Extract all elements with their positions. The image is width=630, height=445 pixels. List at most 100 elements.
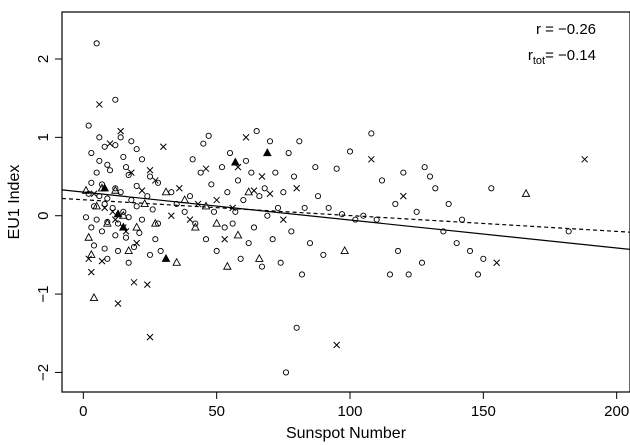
y-tick-label: −1 (35, 286, 52, 303)
point-circle (224, 189, 231, 196)
point-triangle-open (110, 185, 120, 194)
point-triangle-open (102, 218, 112, 227)
point-circle (426, 173, 434, 180)
point-circle (333, 165, 340, 172)
point-circle (157, 247, 164, 255)
point-circle (290, 173, 298, 180)
point-circle (114, 220, 122, 227)
x-axis: 0 50 100 150 200 (79, 392, 629, 420)
point-circle (186, 193, 194, 200)
point-circle (405, 271, 412, 278)
point-circle (280, 189, 287, 196)
point-circle (232, 208, 239, 215)
point-circle (98, 228, 106, 235)
point-circle (320, 251, 327, 258)
point-triangle-filled (230, 157, 240, 166)
x-tick-label: 50 (208, 403, 225, 420)
regression-line-dashed (62, 197, 630, 233)
rtot-value: = −0.14 (545, 47, 596, 64)
point-circle (285, 149, 292, 157)
point-circle (466, 247, 474, 255)
point-circle (149, 206, 156, 213)
point-cross (159, 143, 167, 151)
point-circle (453, 240, 460, 247)
point-cross (493, 259, 501, 267)
point-circle (400, 169, 407, 176)
point-circle (93, 216, 100, 223)
point-circle (90, 242, 98, 249)
point-circle (173, 200, 180, 208)
point-cross (133, 239, 141, 247)
point-triangle-filled (118, 222, 128, 231)
point-circle (128, 196, 135, 204)
point-circle (208, 181, 215, 188)
point-circle (296, 138, 303, 145)
point-circle (312, 164, 319, 171)
rtot-main: r (528, 47, 533, 64)
point-cross (258, 173, 266, 180)
rtot-sub: tot (533, 55, 545, 67)
point-circle (133, 146, 140, 153)
point-circle (368, 130, 375, 137)
point-triangle-filled (161, 253, 171, 262)
point-triangle-open (161, 187, 171, 196)
point-cross (143, 281, 151, 289)
point-triangle-open (244, 187, 254, 196)
y-axis-label: EU1 Index (6, 165, 23, 240)
point-circle (88, 224, 95, 231)
point-triangle-open (124, 246, 134, 255)
point-circle (93, 40, 100, 47)
point-triangle-open (140, 199, 150, 208)
point-circle (488, 185, 495, 192)
point-circle (474, 271, 482, 278)
point-circle (394, 247, 402, 255)
point-circle (96, 134, 103, 141)
point-circle (96, 157, 103, 164)
point-circle (138, 156, 146, 163)
point-triangle-open (86, 249, 96, 258)
point-circle (360, 212, 367, 219)
point-circle (106, 167, 114, 174)
y-tick-label: −2 (35, 364, 52, 381)
point-circle (298, 271, 306, 278)
point-circle (138, 216, 146, 223)
x-tick-label: 0 (79, 403, 87, 420)
point-circle (130, 244, 138, 251)
point-cross (95, 101, 103, 108)
point-circle (386, 271, 394, 278)
point-circle (85, 122, 92, 129)
point-circle (146, 251, 154, 258)
point-circle (274, 204, 282, 211)
point-triangle-open (180, 195, 190, 204)
point-circle (104, 161, 111, 168)
point-circle (565, 228, 572, 235)
point-cross (194, 200, 202, 208)
point-cross (85, 255, 93, 263)
point-cross (186, 216, 194, 223)
point-circle (192, 220, 199, 227)
point-circle (197, 169, 204, 176)
point-circle (112, 96, 119, 103)
point-circle (440, 228, 447, 235)
plot-frame (61, 11, 630, 393)
point-cross (151, 177, 159, 184)
point-triangle-open (233, 230, 243, 239)
point-cross (221, 235, 229, 243)
point-circle (133, 182, 140, 189)
point-circle (112, 142, 119, 149)
point-circle (234, 177, 242, 184)
point-cross (114, 300, 122, 307)
point-cross (266, 190, 274, 198)
point-triangle-open (521, 188, 531, 197)
point-circle (392, 200, 399, 208)
point-circle (128, 138, 135, 145)
point-circle (458, 216, 466, 223)
point-circle (133, 203, 140, 210)
data-points (81, 40, 589, 376)
regression-line-solid (62, 189, 630, 250)
rtot-label: rtot= −0.14 (528, 47, 596, 67)
point-circle (125, 259, 132, 266)
point-circle (250, 224, 258, 231)
point-triangle-open (81, 185, 91, 194)
point-cross (581, 155, 589, 163)
